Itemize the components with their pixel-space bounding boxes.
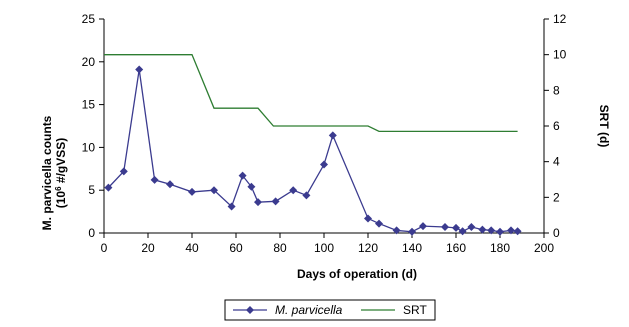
data-point-m-parvicella	[458, 227, 467, 236]
data-point-m-parvicella	[188, 187, 196, 196]
data-point-m-parvicella	[320, 160, 328, 169]
right-tick-label: 4	[553, 155, 560, 169]
data-point-m-parvicella	[210, 186, 218, 195]
legend-label-srt: SRT	[403, 303, 427, 317]
series-line-srt	[104, 54, 518, 133]
data-point-m-parvicella	[227, 202, 236, 211]
legend: M. parvicella SRT	[224, 299, 436, 321]
data-point-m-parvicella	[289, 186, 298, 195]
legend-label-m-parvicella: M. parvicella	[275, 303, 343, 317]
data-point-m-parvicella	[135, 65, 144, 74]
x-axis-title: Days of operation (d)	[297, 267, 417, 281]
data-point-m-parvicella	[150, 175, 159, 184]
right-tick-label: 6	[553, 119, 560, 133]
data-point-m-parvicella	[302, 191, 311, 200]
x-tick-label: 200	[534, 241, 554, 255]
left-axis-title-line2: (106 #/gVSS)	[54, 138, 68, 208]
data-point-m-parvicella	[478, 225, 487, 234]
right-tick-label: 12	[553, 12, 567, 26]
data-point-m-parvicella	[487, 226, 496, 235]
series-layer	[104, 54, 522, 236]
x-tick-label: 0	[101, 241, 108, 255]
right-axis-ticks: 0 2 4 6 8 10 12	[544, 12, 567, 240]
data-point-m-parvicella	[419, 222, 427, 231]
left-tick-label: 15	[82, 98, 96, 112]
left-axis-title-line1: M. parvicella counts	[40, 115, 54, 230]
series-line-m-parvicella	[107, 69, 518, 233]
data-point-m-parvicella	[496, 227, 504, 236]
right-tick-label: 2	[553, 190, 560, 204]
data-point-m-parvicella	[328, 131, 337, 140]
data-point-m-parvicella	[513, 227, 522, 236]
right-tick-label: 8	[553, 83, 560, 97]
data-point-m-parvicella	[408, 227, 416, 236]
data-point-m-parvicella	[166, 180, 174, 189]
left-tick-label: 5	[88, 183, 95, 197]
legend-box	[224, 299, 436, 321]
data-point-m-parvicella	[441, 223, 449, 232]
data-point-m-parvicella	[375, 219, 383, 228]
x-tick-label: 80	[273, 241, 287, 255]
data-point-m-parvicella	[507, 226, 515, 235]
x-tick-label: 100	[314, 241, 334, 255]
x-tick-label: 60	[229, 241, 243, 255]
left-tick-label: 0	[88, 226, 95, 240]
data-point-m-parvicella	[364, 214, 372, 223]
right-tick-label: 10	[553, 48, 567, 62]
x-tick-label: 140	[402, 241, 422, 255]
left-axis-ticks: 0 5 10 15 20 25	[82, 12, 104, 240]
x-tick-label: 20	[141, 241, 155, 255]
data-point-m-parvicella	[271, 197, 280, 206]
left-axis-title: M. parvicella counts (106 #/gVSS)	[40, 115, 68, 230]
x-tick-label: 180	[490, 241, 510, 255]
legend-marker-m-parvicella	[246, 306, 254, 314]
left-tick-label: 10	[82, 140, 96, 154]
data-point-m-parvicella	[238, 171, 247, 180]
data-point-m-parvicella	[452, 223, 460, 232]
x-tick-label: 160	[446, 241, 466, 255]
left-tick-label: 20	[82, 55, 96, 69]
data-point-m-parvicella	[104, 183, 113, 192]
data-point-m-parvicella	[254, 198, 262, 207]
x-tick-label: 120	[358, 241, 378, 255]
data-point-m-parvicella	[467, 223, 476, 232]
right-tick-label: 0	[553, 226, 560, 240]
data-point-m-parvicella	[392, 226, 401, 235]
x-axis-ticks: 0 20 40 60 80 100 120 140 160 180 200	[101, 233, 554, 255]
left-tick-label: 25	[82, 12, 96, 26]
right-axis-title: SRT (d)	[597, 105, 611, 148]
data-point-m-parvicella	[119, 167, 128, 176]
data-point-m-parvicella	[247, 182, 256, 191]
x-tick-label: 40	[185, 241, 199, 255]
